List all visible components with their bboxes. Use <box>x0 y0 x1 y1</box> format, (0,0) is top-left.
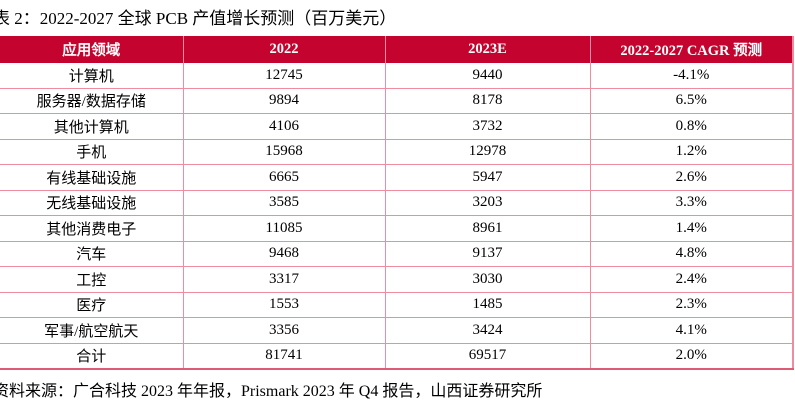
value-cell: 12745 <box>182 63 385 88</box>
table-row: 手机 15968 12978 1.2% <box>0 138 793 165</box>
row-label-cell: 有线基础设施 <box>0 164 183 190</box>
column-header-2: 2023E <box>384 36 590 63</box>
table-header: 应用领域 2022 2023E 2022-2027 CAGR 预测 <box>0 36 793 63</box>
value-cell: 3.3% <box>589 189 793 216</box>
value-cell: 2.6% <box>589 164 793 190</box>
value-cell: 9440 <box>384 63 590 88</box>
table-row: 有线基础设施 6665 5947 2.6% <box>0 164 793 190</box>
row-label-cell: 服务器/数据存储 <box>0 87 183 114</box>
table-row: 合计 81741 69517 2.0% <box>0 342 793 369</box>
row-label-cell: 医疗 <box>0 291 183 318</box>
value-cell: 15968 <box>182 138 385 165</box>
table-row: 无线基础设施 3585 3203 3.3% <box>0 189 793 216</box>
row-label-cell: 工控 <box>0 266 183 292</box>
value-cell: 3356 <box>182 317 385 343</box>
source-note: 资料来源：广合科技 2023 年年报，Prismark 2023 年 Q4 报告… <box>0 383 543 400</box>
value-cell: 6665 <box>182 164 385 190</box>
value-cell: 3030 <box>384 266 590 292</box>
row-label-cell: 合计 <box>0 342 183 369</box>
table-row: 服务器/数据存储 9894 8178 6.5% <box>0 87 793 114</box>
value-cell: 1553 <box>182 291 385 318</box>
value-cell: 1.2% <box>589 138 793 165</box>
value-cell: 1.4% <box>589 215 793 241</box>
table-row: 工控 3317 3030 2.4% <box>0 266 793 292</box>
value-cell: 1485 <box>384 291 590 318</box>
value-cell: 4.1% <box>589 317 793 343</box>
row-label-cell: 其他计算机 <box>0 113 183 139</box>
value-cell: 8178 <box>384 87 590 114</box>
value-cell: 2.0% <box>589 342 793 369</box>
row-label-cell: 计算机 <box>68 68 114 85</box>
value-cell: 4.8% <box>589 240 793 267</box>
value-cell: 9468 <box>182 240 385 267</box>
table-body: 计算机 12745 9440 -4.1% 服务器/数据存储 9894 8178 6.5% 其他计… <box>0 63 793 369</box>
value-cell: 81741 <box>182 342 385 369</box>
table-title: 表 2：2022-2027 全球 PCB 产值增长预测（百万美元） <box>0 9 397 28</box>
table-row: 汽车 9468 9137 4.8% <box>0 240 793 267</box>
row-label-cell: 手机 <box>0 138 183 165</box>
column-header-1: 2022 <box>182 36 385 63</box>
value-cell: 0.8% <box>589 113 793 139</box>
value-cell: 9137 <box>384 240 590 267</box>
value-cell: 3585 <box>182 189 385 216</box>
value-cell: 2.4% <box>589 266 793 292</box>
value-cell: 12978 <box>384 138 590 165</box>
value-cell: 6.5% <box>589 87 793 114</box>
column-header-0: 应用领域 <box>0 36 183 63</box>
table-row: 医疗 1553 1485 2.3% <box>0 291 793 318</box>
value-cell: 8961 <box>384 215 590 241</box>
value-cell: 4106 <box>182 113 385 139</box>
value-cell: 3317 <box>182 266 385 292</box>
value-cell: 3424 <box>384 317 590 343</box>
row-label-cell: 军事/航空航天 <box>0 317 183 343</box>
header-row: 应用领域 2022 2023E 2022-2027 CAGR 预测 <box>0 36 793 63</box>
table-row: 其他计算机 4106 3732 0.8% <box>0 113 793 139</box>
row-label-cell: 无线基础设施 <box>0 189 183 216</box>
value-cell: 2.3% <box>589 291 793 318</box>
value-cell: 5947 <box>384 164 590 190</box>
row-label-cell: 汽车 <box>0 240 183 267</box>
table-row: 计算机 12745 9440 -4.1% <box>0 63 793 88</box>
value-cell: 3203 <box>384 189 590 216</box>
value-cell: 69517 <box>384 342 590 369</box>
value-cell: 3732 <box>384 113 590 139</box>
value-cell: 9894 <box>182 87 385 114</box>
row-label-cell: 其他消费电子 <box>0 215 183 241</box>
value-cell: -4.1% <box>589 63 793 88</box>
pcb-forecast-table: 应用领域 2022 2023E 2022-2027 CAGR 预测 计算机 12745 9… <box>0 36 794 370</box>
table-row: 军事/航空航天 3356 3424 4.1% <box>0 317 793 343</box>
value-cell: 11085 <box>182 215 385 241</box>
column-header-3: 2022-2027 CAGR 预测 <box>589 36 793 63</box>
table-row: 其他消费电子 11085 8961 1.4% <box>0 215 793 241</box>
